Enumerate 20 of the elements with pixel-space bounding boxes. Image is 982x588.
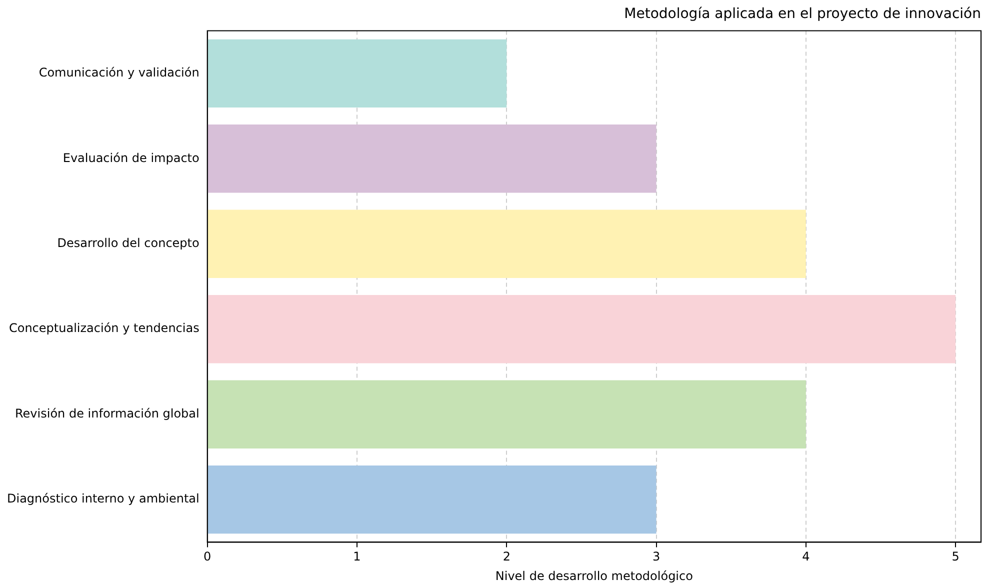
bar [208,39,507,108]
x-tick-label: 0 [204,550,212,564]
x-tick-label: 4 [802,550,810,564]
x-tick-label: 2 [502,550,510,564]
bar [208,295,956,364]
x-tick-label: 5 [952,550,960,564]
x-tick-label: 3 [652,550,660,564]
y-tick-label: Evaluación de impacto [62,150,200,165]
y-tick-label: Desarrollo del concepto [57,236,200,250]
bar [208,465,656,534]
y-tick-label: Comunicación y validación [38,66,200,80]
x-axis-title: Nivel de desarrollo metodológico [495,568,693,583]
y-tick-label: Conceptualización y tendencias [8,321,200,336]
x-tick-label: 1 [353,550,361,564]
bar [208,380,806,448]
chart-title: Metodología aplicada en el proyecto de innovación [624,6,981,22]
bar [208,124,656,193]
y-tick-label: Diagnóstico interno y ambiental [6,492,200,506]
y-tick-label: Revisión de información global [14,406,200,420]
bar [208,210,806,278]
